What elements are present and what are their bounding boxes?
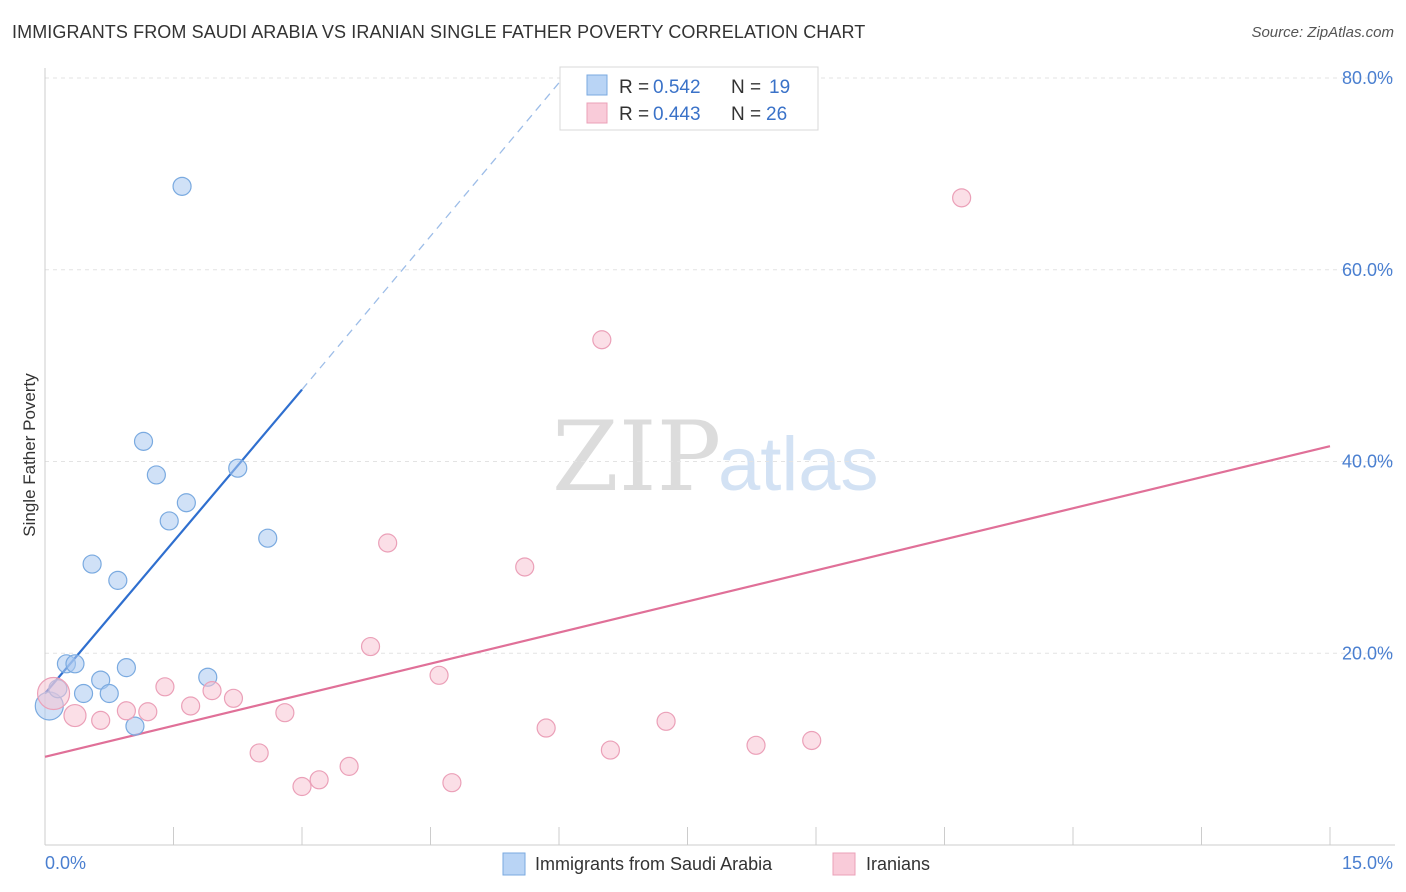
legend-r-value-iranians: 0.443 xyxy=(653,104,701,125)
chart-title: IMMIGRANTS FROM SAUDI ARABIA VS IRANIAN … xyxy=(12,22,866,42)
y-tick-label: 60.0% xyxy=(1342,260,1393,280)
x-tick-label-min: 0.0% xyxy=(45,853,86,873)
point-saudi-arabia xyxy=(258,528,278,548)
legend-n-value-saudi: 19 xyxy=(769,77,790,98)
point-iranians xyxy=(292,776,312,797)
point-saudi-arabia xyxy=(125,716,145,736)
point-iranians xyxy=(91,710,111,730)
point-saudi-arabia xyxy=(108,570,128,590)
point-iranians xyxy=(36,676,71,711)
legend-r-value-saudi: 0.542 xyxy=(653,77,701,98)
point-saudi-arabia xyxy=(99,683,119,704)
point-iranians xyxy=(155,677,175,697)
watermark-zip: ZIP xyxy=(552,401,721,513)
legend-n-label-iranians: N = xyxy=(731,104,761,125)
point-saudi-arabia xyxy=(116,658,136,678)
point-iranians xyxy=(746,735,766,755)
trend-lines xyxy=(44,82,1331,758)
point-iranians xyxy=(360,636,381,657)
grid xyxy=(45,77,1395,654)
point-iranians xyxy=(309,770,329,790)
point-saudi-arabia xyxy=(172,176,192,196)
x-tick-label-max: 15.0% xyxy=(1342,853,1393,873)
point-saudi-arabia xyxy=(82,554,102,574)
y-axis-title: Single Father Poverty xyxy=(20,373,39,537)
bottom-legend-swatch-iranians xyxy=(832,852,856,876)
trend-line-iranians xyxy=(44,445,1331,758)
legend-swatch-iranians xyxy=(586,102,608,124)
y-tick-label: 20.0% xyxy=(1342,643,1393,663)
bottom-legend-label-saudi: Immigrants from Saudi Arabia xyxy=(535,854,773,874)
legend-r-label-saudi: R = xyxy=(619,77,649,98)
point-iranians xyxy=(378,533,398,553)
point-iranians xyxy=(442,773,462,793)
point-iranians xyxy=(223,688,244,708)
legend-swatch-saudi xyxy=(586,74,608,96)
axes xyxy=(44,68,1395,846)
point-iranians xyxy=(515,557,535,577)
bottom-legend-swatch-saudi xyxy=(502,852,526,876)
point-iranians xyxy=(656,711,676,731)
point-iranians xyxy=(275,703,295,723)
legend: R = 0.542 N = 19 R = 0.443 N = 26 xyxy=(559,66,819,131)
bottom-legend: Immigrants from Saudi Arabia Iranians xyxy=(502,852,930,876)
watermark-atlas: atlas xyxy=(718,422,879,507)
point-iranians xyxy=(181,696,201,716)
point-saudi-arabia xyxy=(65,654,85,674)
watermark: ZIP atlas xyxy=(552,401,879,513)
point-iranians xyxy=(339,756,359,776)
y-tick-label: 40.0% xyxy=(1342,452,1393,472)
point-saudi-arabia xyxy=(228,458,248,478)
bottom-legend-label-iranians: Iranians xyxy=(866,854,930,874)
point-saudi-arabia xyxy=(176,493,196,513)
point-iranians xyxy=(536,718,556,738)
point-saudi-arabia xyxy=(159,511,179,531)
point-saudi-arabia xyxy=(146,465,166,485)
point-saudi-arabia xyxy=(91,670,111,690)
data-points xyxy=(34,176,972,797)
point-saudi-arabia xyxy=(73,683,94,704)
x-tick-labels: 0.0% 15.0% xyxy=(45,853,1393,873)
legend-n-value-iranians: 26 xyxy=(766,104,787,125)
source-label: Source: ZipAtlas.com xyxy=(1251,24,1394,41)
point-iranians xyxy=(592,330,612,350)
point-iranians xyxy=(202,681,222,701)
point-iranians xyxy=(429,665,449,685)
point-iranians xyxy=(116,701,136,721)
point-saudi-arabia xyxy=(133,431,154,451)
point-iranians xyxy=(802,730,822,751)
point-iranians xyxy=(600,740,621,760)
legend-n-label-saudi: N = xyxy=(731,77,761,98)
point-iranians xyxy=(952,188,972,208)
y-tick-labels: 20.0% 40.0% 60.0% 80.0% xyxy=(1342,68,1393,663)
trend-line-saudi-arabia-extension xyxy=(301,82,560,391)
point-iranians xyxy=(249,743,269,763)
point-iranians xyxy=(138,702,158,722)
y-tick-label: 80.0% xyxy=(1342,68,1393,88)
trend-line-saudi-arabia xyxy=(44,388,303,695)
point-iranians xyxy=(63,703,87,728)
legend-r-label-iranians: R = xyxy=(619,104,649,125)
